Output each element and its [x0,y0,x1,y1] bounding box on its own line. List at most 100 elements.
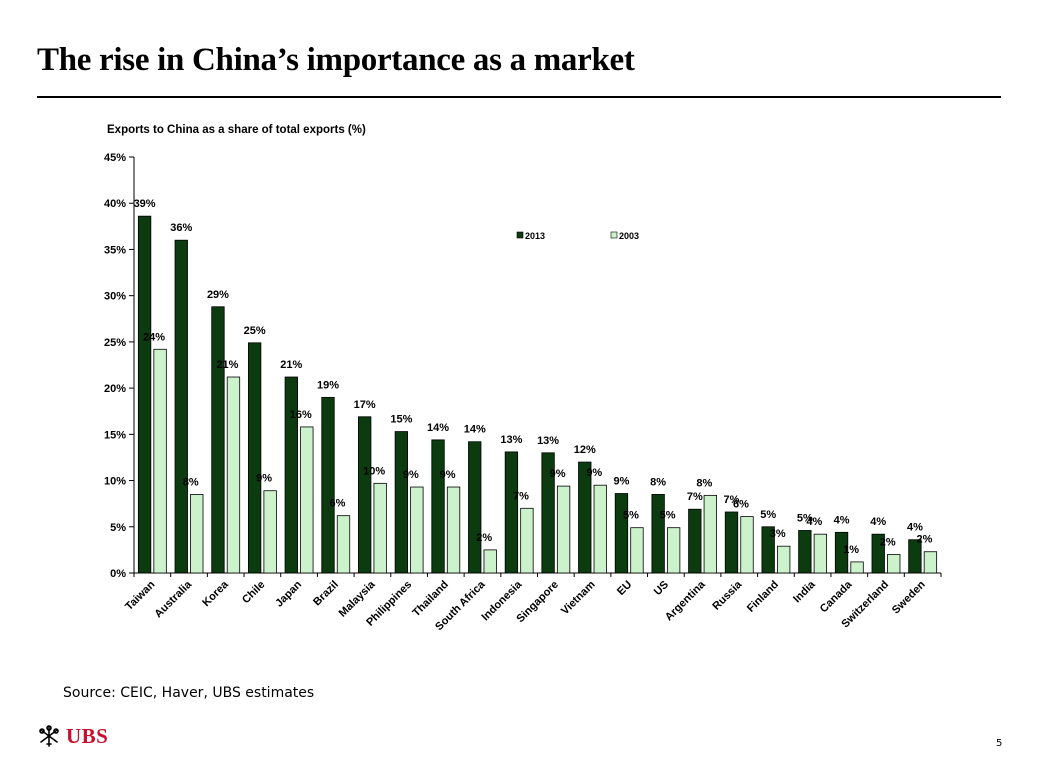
y-tick-label: 0% [110,568,126,580]
bar-2003-sweden [923,551,938,574]
y-tick-label: 45% [104,152,126,164]
bar-2013-thailand [431,439,445,574]
data-label-2013: 7% [687,491,703,503]
data-label-2013: 9% [614,475,630,487]
title-divider [37,96,1001,98]
data-label-2013: 12% [574,444,596,456]
data-label-2013: 7% [724,494,740,506]
bar-2003-switzerland [887,554,901,574]
x-tick-label: Russia [710,578,745,613]
data-label-2003: 9% [440,469,456,481]
bar-2013-sweden [908,539,922,574]
bar-2003-korea [226,376,241,574]
bar-2003-thailand [446,486,461,574]
y-tick-label: 5% [110,522,126,534]
legend-label-2003: 2003 [619,231,639,241]
x-tick-label: India [791,578,818,605]
data-label-2013: 14% [464,424,486,436]
bar-2013-eu [614,493,629,574]
bar-2013-chile [247,342,262,574]
bar-2003-malaysia [373,482,387,574]
data-label-2003: 9% [550,468,566,480]
bar-2003-chile [263,490,277,574]
data-label-2003: 2% [916,534,932,546]
bar-2003-india [813,533,828,574]
x-tick-label: Australia [152,578,194,620]
data-label-2003: 9% [403,469,419,481]
data-label-2003: 3% [770,528,786,540]
data-label-2013: 8% [650,476,666,488]
bar-2013-vietnam [578,461,592,574]
x-tick-label: Finland [745,579,781,615]
bar-2013-taiwan [137,215,152,574]
x-tick-label: Canada [818,578,855,615]
data-label-2003: 24% [143,331,165,343]
bar-2003-brazil [336,515,351,574]
bar-2003-australia [190,494,204,574]
data-label-2003: 6% [733,499,749,511]
bar-2003-indonesia [520,507,534,574]
x-tick-label: Brazil [311,579,341,609]
x-tick-label: Sweden [890,578,928,616]
data-label-2013: 5% [760,509,776,521]
legend-label-2013: 2013 [525,231,545,241]
x-tick-label: US [652,579,671,598]
bar-2003-russia [740,516,754,574]
bar-2003-philippines [410,486,424,574]
data-label-2013: 4% [870,516,886,528]
legend-swatch-2013 [516,231,524,239]
y-tick-label: 15% [104,429,126,441]
data-label-2003: 9% [256,473,272,485]
bar-2013-australia [174,239,188,574]
x-tick-label: EU [615,579,634,598]
bar-2013-indonesia [504,451,519,574]
y-tick-label: 35% [104,244,126,256]
bar-2013-finland [761,526,775,574]
data-label-2013: 21% [280,359,302,371]
bar-2003-vietnam [593,484,607,574]
bar-2013-malaysia [358,416,372,574]
data-label-2003: 6% [330,498,346,510]
chart-title: Exports to China as a share of total exp… [107,124,366,136]
bar-2003-south-africa [483,549,497,574]
data-label-2003: 9% [586,467,602,479]
bar-2013-russia [724,511,739,574]
data-label-2013: 39% [134,198,156,210]
x-tick-label: Chile [240,579,268,607]
bar-2013-argentina [688,508,702,574]
bar-2013-japan [284,376,298,574]
bar-2003-eu [630,527,644,574]
data-label-2003: 2% [476,532,492,544]
bar-2003-singapore [556,485,571,574]
bar-2013-canada [834,531,849,574]
x-tick-label: Taiwan [123,578,157,612]
ubs-keys-icon [39,725,59,747]
bar-2003-us [666,527,681,574]
legend-swatch-2003 [610,231,618,239]
bar-2013-philippines [394,431,409,574]
bar-2013-us [651,494,665,574]
y-tick-label: 30% [104,291,126,303]
data-label-2003: 10% [363,465,385,477]
data-label-2013: 13% [500,434,522,446]
x-tick-label: Korea [200,578,231,609]
bar-2003-taiwan [153,348,167,574]
data-label-2013: 36% [170,222,192,234]
bar-2003-argentina [703,494,717,574]
page-number: 5 [996,738,1003,749]
data-label-2003: 16% [290,409,312,421]
bar-2013-south-africa [468,441,482,574]
bar-2003-japan [300,426,314,574]
ubs-logo-text: UBS [66,723,109,748]
data-label-2013: 15% [390,414,412,426]
bar-2013-korea [211,306,225,574]
data-label-2003: 4% [806,516,822,528]
x-tick-label: Argentina [663,578,708,623]
bar-2013-brazil [321,396,335,574]
data-label-2003: 5% [623,510,639,522]
y-tick-label: 20% [104,383,126,395]
data-label-2013: 4% [907,522,923,534]
y-tick-label: 10% [104,476,126,488]
